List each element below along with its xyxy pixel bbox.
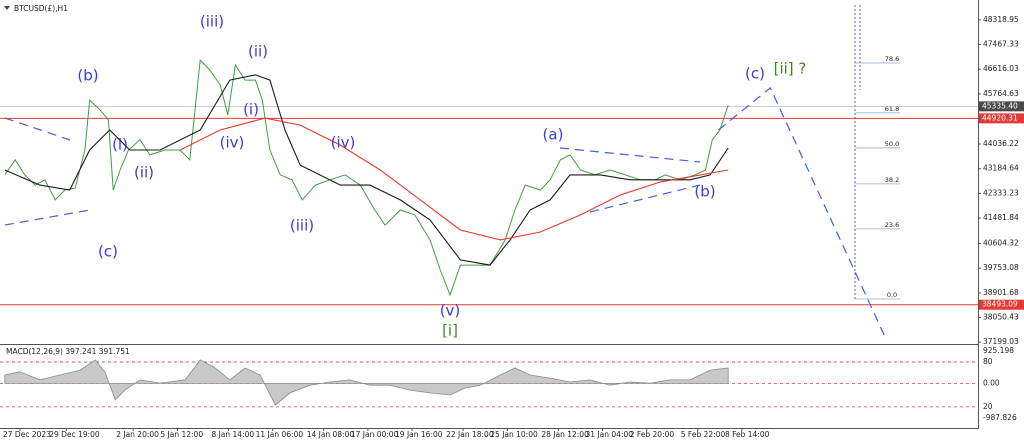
y-tick-label: 48318.95	[983, 15, 1019, 24]
symbol-icon	[4, 6, 10, 10]
fib-label: 38.2	[885, 176, 899, 184]
y-tick-label: 44036.22	[983, 139, 1019, 148]
x-tick-label: 11 Jan 06:00	[256, 430, 304, 439]
y-tick-label: 38901.68	[983, 288, 1019, 297]
wave-label: (v)	[440, 302, 461, 320]
moving-average	[4, 74, 729, 266]
macd-tick-label: 80	[983, 357, 993, 366]
x-tick-label: 29 Dec 19:00	[49, 430, 100, 439]
wave-projection	[718, 86, 887, 339]
wave-label: (ii)	[134, 164, 154, 182]
macd-tick-label: -987.826	[983, 413, 1017, 422]
fib-label: 61.8	[885, 105, 899, 113]
trend-line	[4, 117, 71, 141]
wave-label: (b)	[694, 183, 715, 201]
x-tick-label: 8 Feb 14:00	[725, 430, 770, 439]
fib-label: 50.0	[885, 140, 899, 148]
fib-label: 78.6	[885, 55, 899, 63]
price-line	[4, 58, 729, 297]
wave-label: (iv)	[220, 134, 245, 152]
x-tick-label: 22 Jan 18:00	[446, 430, 494, 439]
y-tick-label: 39753.08	[983, 263, 1019, 272]
wave-label: (iv)	[331, 134, 356, 152]
y-tick-label: 45764.63	[983, 89, 1019, 98]
current-price-label: 45335.40	[982, 101, 1018, 110]
x-tick-label: 2 Jan 20:00	[116, 430, 159, 439]
x-tick-label: 17 Jan 00:00	[351, 430, 399, 439]
level-label: 44920.31	[982, 113, 1018, 122]
y-tick-label: 43184.64	[983, 164, 1019, 173]
macd-tick-label: 925.198	[983, 346, 1014, 355]
y-tick-label: 40604.32	[983, 239, 1019, 248]
wave-label: [i]	[442, 322, 458, 340]
x-tick-label: 19 Jan 16:00	[395, 430, 443, 439]
chart-title: BTCUSD(£),H1	[14, 4, 68, 13]
y-tick-label: 38050.43	[983, 313, 1019, 322]
macd-histogram	[4, 359, 729, 406]
level-box	[979, 299, 1024, 310]
wave-label: (iii)	[200, 13, 224, 31]
y-tick-label: 46616.03	[983, 64, 1019, 73]
x-tick-label: 5 Feb 22:00	[681, 430, 726, 439]
moving-average	[179, 117, 729, 241]
wave-label: [ii] ?	[774, 60, 807, 78]
level-box	[979, 113, 1024, 124]
level-label: 38493.09	[982, 300, 1018, 309]
trend-lines	[4, 117, 701, 226]
y-tick-label: 42333.23	[983, 188, 1019, 197]
x-tick-label: 14 Jan 08:00	[307, 430, 355, 439]
x-tick-label: 25 Jan 10:00	[490, 430, 538, 439]
fib-label: 0.0	[887, 291, 897, 299]
y-tick-label: 37199.03	[983, 337, 1019, 346]
wave-label: (b)	[77, 67, 98, 85]
y-tick-label: 47467.33	[983, 40, 1019, 49]
x-tick-label: 31 Jan 04:00	[586, 430, 634, 439]
current-price-box	[979, 101, 1024, 112]
trend-line	[589, 184, 701, 213]
wave-label: (iii)	[290, 217, 314, 235]
wave-label: (i)	[112, 136, 128, 154]
wave-label: (a)	[543, 126, 564, 144]
wave-label: (c)	[98, 243, 118, 261]
wave-label: (c)	[745, 65, 765, 83]
x-tick-label: 27 Dec 2023	[3, 430, 51, 439]
trend-line	[559, 147, 701, 163]
fib-label: 23.6	[885, 221, 899, 229]
macd-title: MACD(12,26,9) 397.241 391.751	[6, 347, 130, 356]
wave-label: (ii)	[248, 43, 268, 61]
x-tick-label: 5 Jan 12:00	[160, 430, 203, 439]
x-tick-label: 8 Jan 14:00	[211, 430, 254, 439]
macd-tick-label: 0.00	[983, 378, 1000, 387]
y-tick-label: 41481.84	[983, 213, 1019, 222]
x-tick-label: 28 Jan 12:00	[541, 430, 589, 439]
macd-tick-label: 20	[983, 402, 993, 411]
x-tick-label: 2 Feb 20:00	[630, 430, 675, 439]
wave-labels: (b) (i) (ii) (c) (iii) (ii) (i) (iv) (iv…	[77, 13, 806, 340]
wave-label: (i)	[243, 101, 259, 119]
